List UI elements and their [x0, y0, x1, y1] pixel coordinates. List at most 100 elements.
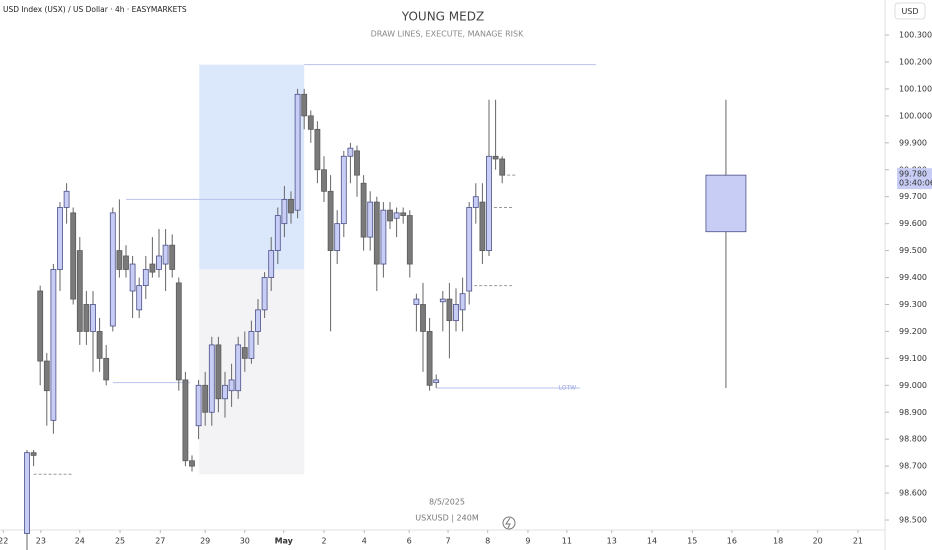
x-tick-label: 25	[115, 537, 125, 546]
footer-date: 8/5/2025	[429, 498, 465, 507]
zone	[199, 64, 305, 270]
y-tick-label: 99.600	[899, 219, 927, 228]
x-tick-label: 18	[773, 537, 783, 546]
candle-body	[123, 255, 129, 270]
countdown: 03:40:06	[899, 179, 932, 188]
candle-body	[387, 209, 393, 222]
plot: LOTW	[24, 64, 747, 550]
candle-body	[149, 263, 156, 273]
x-tick-label: 24	[75, 537, 85, 546]
x-tick-label: 13	[607, 537, 617, 546]
candle-body	[479, 201, 486, 251]
line-label: LOTW	[559, 385, 577, 392]
y-tick-label: 99.700	[899, 192, 927, 201]
y-tick-label: 99.300	[899, 300, 927, 309]
candle-body	[116, 250, 123, 270]
chart-title: YOUNG MEDZ	[401, 10, 484, 24]
symbol-label: USD Index (USX) / US Dollar · 4h · EASYM…	[3, 5, 187, 14]
candle-body	[420, 304, 426, 332]
candle-body	[307, 115, 314, 130]
candle-body	[354, 150, 360, 176]
candle-body	[83, 304, 90, 332]
candle-body	[169, 244, 176, 270]
candle-body	[439, 298, 446, 303]
candle-body	[426, 331, 433, 386]
candle-body	[37, 290, 44, 362]
candle-body	[321, 169, 327, 192]
x-tick-label: 9	[525, 537, 530, 546]
candle-body	[459, 293, 466, 311]
candle-body	[208, 344, 215, 413]
candle-body	[373, 201, 380, 265]
y-tick-label: 99.900	[899, 138, 927, 147]
y-tick-label: 99.400	[899, 273, 927, 282]
x-tick-label: 7	[446, 537, 451, 546]
candle-body	[472, 196, 479, 208]
candle-body	[486, 155, 492, 251]
candle-body	[76, 250, 83, 332]
candle-body	[109, 212, 116, 327]
last-price: 99.780	[899, 170, 927, 179]
candle-body	[400, 212, 407, 216]
candle-body	[288, 198, 294, 214]
candle-body	[406, 215, 413, 265]
replay-icon[interactable]	[502, 516, 516, 530]
y-tick-label: 99.000	[899, 381, 927, 390]
candle-body	[446, 298, 453, 322]
candle-body	[340, 155, 347, 225]
y-tick-label: 98.900	[899, 408, 927, 417]
candle-body	[182, 379, 189, 462]
y-tick-label: 98.600	[899, 489, 927, 498]
candle-body	[360, 182, 367, 238]
candle-body	[301, 93, 308, 117]
candle-body	[255, 309, 261, 332]
candle-body	[222, 384, 228, 400]
x-tick-label: 2	[321, 537, 326, 546]
y-tick-label: 98.700	[899, 462, 927, 471]
zone	[199, 269, 305, 475]
candle-body	[129, 263, 136, 292]
candle-body	[136, 285, 143, 311]
candle-body	[393, 212, 400, 219]
x-tick-label: 27	[155, 537, 165, 546]
currency-box[interactable]	[894, 2, 926, 20]
candle-body	[241, 347, 248, 359]
currency[interactable]: USD	[901, 7, 918, 16]
projection-body	[705, 174, 747, 233]
x-tick-label: 14	[647, 537, 657, 546]
x-tick-label: 20	[813, 537, 823, 546]
x-tick-label: 23	[36, 537, 46, 546]
y-tick-label: 100.000	[899, 111, 932, 120]
y-tick-label: 98.500	[899, 516, 927, 525]
candle-body	[142, 269, 149, 287]
candle-body	[347, 147, 354, 157]
x-tick-label: 21	[853, 537, 863, 546]
candle-body	[43, 360, 50, 392]
y-tick-label: 99.500	[899, 246, 927, 255]
candle-body	[24, 452, 30, 534]
y-tick-label: 100.100	[899, 84, 932, 93]
candle-body	[228, 379, 235, 392]
candle-body	[268, 250, 275, 278]
x-tick-label: 11	[562, 537, 572, 546]
candle-body	[156, 255, 162, 270]
candle-body	[413, 298, 420, 305]
x-tick-label: 8	[485, 537, 490, 546]
x-tick-label: 29	[200, 537, 210, 546]
y-tick-label: 100.300	[899, 31, 932, 40]
candle-body	[30, 452, 37, 456]
footer-symbol: USXUSD | 240M	[415, 514, 479, 523]
candle-body	[162, 244, 169, 265]
candle-body	[281, 198, 288, 225]
candle-body	[499, 158, 506, 176]
candle-body	[314, 128, 321, 171]
replay-icon-bolt	[505, 517, 511, 529]
candle-body	[215, 344, 222, 400]
y-tick-label: 99.200	[899, 327, 927, 336]
candle-body	[235, 344, 242, 392]
candle-body	[453, 304, 459, 322]
candle-body	[327, 190, 334, 251]
x-tick-label: 15	[687, 537, 697, 546]
candle-body	[202, 384, 209, 413]
